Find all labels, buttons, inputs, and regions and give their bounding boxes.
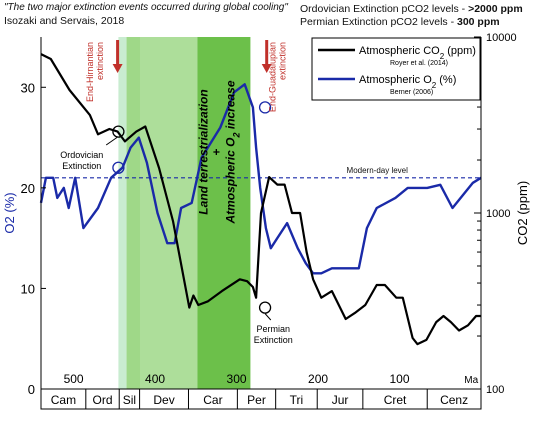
y-left-axis-title: O2 (%): [2, 192, 17, 233]
band-label-line2: +: [209, 148, 223, 155]
ordovician-co2-note: Ordovician Extinction pCO2 levels - >200…: [300, 3, 523, 15]
permian-label-1: Extinction: [254, 335, 293, 345]
end-hirnantian-label-0: End-Hirnantian: [85, 42, 95, 102]
land-band-2: [140, 37, 198, 389]
end-guadalupian-arrow-head: [261, 64, 272, 73]
period-label-sil: Sil: [123, 393, 136, 407]
period-label-car: Car: [203, 393, 222, 407]
ordovician-label-0: Ordovician: [60, 150, 103, 160]
period-label-cenz: Cenz: [440, 393, 468, 407]
chart-quote: "The two major extinction events occurre…: [4, 2, 288, 13]
co2-series-line: [40, 53, 481, 346]
band-label-line1: Land terrestrialization: [196, 89, 210, 214]
o2-series-line: [39, 83, 482, 275]
x-tick-label-300: 300: [227, 372, 247, 386]
legend-box: [311, 37, 481, 101]
band-label-line3-prefix: Atmospheric O: [223, 137, 237, 225]
ordovician-note-value: >2000 ppm: [468, 3, 523, 15]
legend-layer: Atmospheric CO2 (ppm)Royer et al. (2014)…: [311, 37, 481, 101]
permian-label-0: Permian: [256, 324, 290, 334]
ordovician-note-prefix: Ordovician Extinction pCO2 levels -: [300, 3, 466, 15]
period-label-tri: Tri: [290, 393, 304, 407]
legend-co2-label: Atmospheric CO2 (ppm): [359, 45, 476, 61]
y-right-tick-label-1000: 1000: [486, 208, 510, 220]
y-left-tick-label-30: 30: [21, 80, 35, 95]
period-label-ord: Ord: [93, 393, 113, 407]
permian-callout-line: [264, 313, 272, 321]
markers-layer: [112, 101, 272, 314]
period-label-cret: Cret: [384, 393, 407, 407]
x-tick-label-100: 100: [390, 372, 410, 386]
extinction-marker-1: [112, 161, 125, 174]
legend-o2-label-prefix: Atmospheric O: [359, 74, 432, 86]
x-tick-label-200: 200: [308, 372, 328, 386]
modern-level-label: Modern-day level: [347, 166, 409, 175]
legend-o2-label: Atmospheric O2 (%): [359, 74, 456, 90]
legend-co2-label-suffix: (ppm): [444, 45, 476, 57]
x-axis-label: Ma: [464, 375, 478, 386]
axes-layer: 0 10 20 30 100 1000 10000 500 400 300 200 100 Ma O2 (…: [2, 32, 530, 410]
ordovician-label-1: Extinction: [62, 161, 101, 171]
y-right-tick-label-100: 100: [486, 384, 504, 396]
series-layer: [39, 53, 482, 346]
land-band-3: [197, 37, 251, 389]
x-tick-label-500: 500: [64, 372, 84, 386]
end-guadalupian-label-0: End-Guadalupian: [268, 42, 278, 112]
period-label-dev: Dev: [153, 393, 174, 407]
band-label-line3: Atmospheric O2 increase: [223, 80, 241, 224]
x-tick-label-400: 400: [145, 372, 165, 386]
permian-note-value: 300 ppm: [456, 16, 500, 28]
period-label-jur: Jur: [332, 393, 349, 407]
bands-layer: [118, 37, 251, 389]
band-label-line3-sub: 2: [231, 133, 241, 139]
period-label-per: Per: [247, 393, 266, 407]
land-band-1: [126, 37, 141, 389]
y-left-tick-label-0: 0: [28, 382, 35, 397]
land-band-0: [118, 37, 127, 389]
end-guadalupian-label-1: extinction: [278, 42, 288, 80]
ordovician-callout-line: [105, 137, 118, 146]
extinction-marker-2: [258, 301, 272, 314]
extinction-marker-3: [258, 101, 272, 114]
permian-co2-note: Permian Extinction pCO2 levels - 300 ppm: [300, 16, 500, 28]
period-label-cam: Cam: [51, 393, 76, 407]
extinction-marker-0: [112, 125, 125, 138]
legend-co2-label-sub: 2: [440, 52, 445, 61]
period-strip: [40, 388, 482, 410]
legend-co2-label-prefix: Atmospheric CO: [359, 45, 440, 57]
legend-co2-source: Royer et al. (2014): [390, 60, 448, 67]
band-label-line3-suffix: increase: [223, 80, 237, 132]
legend-o2-source: Berner (2006): [390, 89, 433, 96]
y-right-axis-title: CO2 (ppm): [515, 181, 530, 245]
legend-o2-label-suffix: (%): [436, 74, 456, 86]
chart-citation: Isozaki and Servais, 2018: [4, 15, 125, 27]
y-right-tick-label-10000: 10000: [486, 32, 517, 44]
reference-layer: Modern-day level: [41, 166, 481, 179]
end-hirnantian-arrow-head: [112, 64, 123, 73]
y-left-tick-label-10: 10: [21, 281, 35, 296]
permian-note-prefix: Permian Extinction pCO2 levels -: [300, 16, 455, 28]
legend-o2-label-sub: 2: [432, 81, 437, 90]
end-hirnantian-label-1: extinction: [95, 42, 105, 80]
y-left-tick-label-20: 20: [21, 181, 35, 196]
annotation-layer: Land terrestrialization + Atmospheric O2 i…: [60, 40, 293, 345]
